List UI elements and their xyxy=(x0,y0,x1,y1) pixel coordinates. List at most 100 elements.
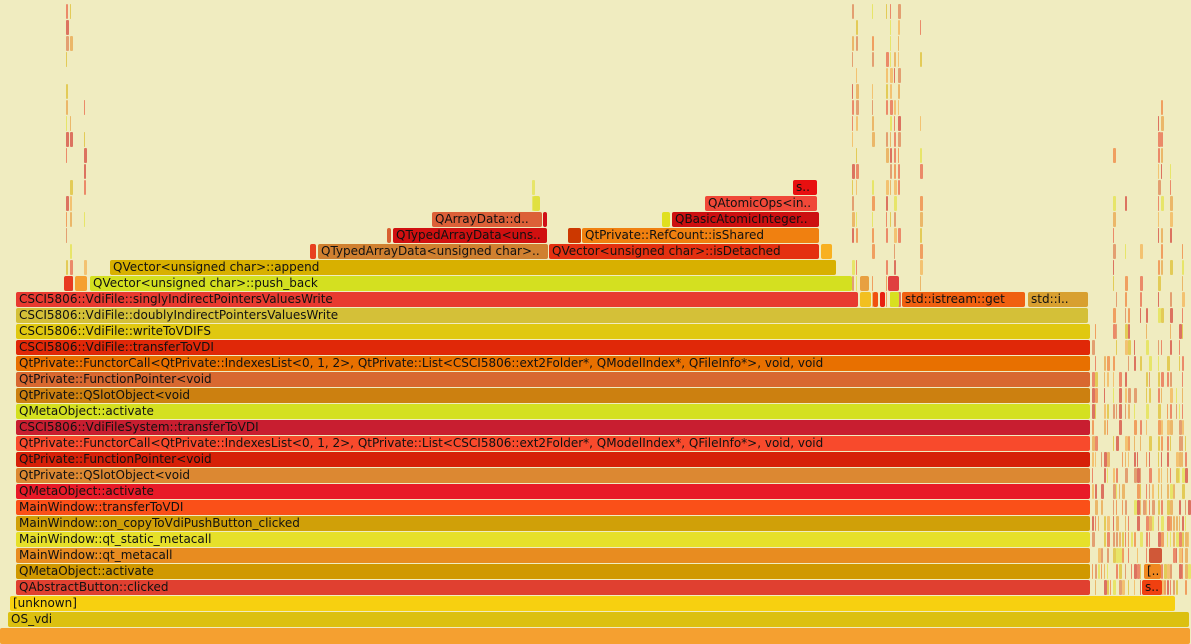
frame-sliver xyxy=(1170,436,1171,451)
frame[interactable]: [.. xyxy=(1144,564,1161,579)
frame[interactable]: QMetaObject::activate xyxy=(16,404,1090,419)
frame[interactable] xyxy=(890,292,899,307)
frame[interactable]: std::istream::get xyxy=(902,292,1025,307)
frame-sliver xyxy=(1158,532,1161,547)
frame-sliver xyxy=(1137,452,1138,467)
frame-sliver xyxy=(1134,436,1135,451)
frame[interactable] xyxy=(543,212,547,227)
frame-sliver xyxy=(1092,404,1095,419)
frame-sliver xyxy=(1113,244,1116,259)
frame-label: CSCI5806::VdiFile::doublyIndirectPointer… xyxy=(19,308,339,322)
frame-sliver xyxy=(1137,516,1140,531)
frame-sliver xyxy=(852,164,855,179)
frame[interactable]: QTypedArrayData<unsigned char>.. xyxy=(318,244,548,259)
frame-sliver xyxy=(1113,212,1116,227)
frame[interactable]: s.. xyxy=(793,180,817,195)
frame-sliver xyxy=(66,52,67,67)
frame[interactable]: CSCI5806::VdiFile::transferToVDI xyxy=(16,340,1090,355)
frame[interactable] xyxy=(821,244,832,259)
frame[interactable] xyxy=(64,276,73,291)
frame-sliver xyxy=(1113,356,1115,371)
frame-label: QtPrivate::QSlotObject<void xyxy=(19,388,191,402)
frame[interactable] xyxy=(860,276,869,291)
frame[interactable]: CSCI5806::VdiFile::singlyIndirectPointer… xyxy=(16,292,858,307)
frame[interactable]: QtPrivate::RefCount::isShared xyxy=(582,228,819,243)
frame[interactable]: QVector<unsigned char>::isDetached xyxy=(549,244,819,259)
frame[interactable]: QtPrivate::FunctionPointer<void xyxy=(16,372,1090,387)
frame-sliver xyxy=(1107,356,1110,371)
frame[interactable]: CSCI5806::VdiFile::doublyIndirectPointer… xyxy=(16,308,1088,323)
frame-sliver xyxy=(1104,420,1106,435)
frame[interactable]: QArrayData::d.. xyxy=(432,212,542,227)
frame[interactable] xyxy=(860,292,871,307)
frame[interactable]: CSCI5806::VdiFile::writeToVDIFS xyxy=(16,324,1090,339)
frame[interactable] xyxy=(662,212,670,227)
frame[interactable]: QAtomicOps<in.. xyxy=(705,196,817,211)
frame[interactable] xyxy=(1149,548,1162,563)
frame-sliver xyxy=(1176,532,1179,547)
frame-sliver xyxy=(1152,484,1154,499)
frame-sliver xyxy=(1125,388,1127,403)
frame[interactable]: MainWindow::qt_static_metacall xyxy=(16,532,1090,547)
frame-sliver xyxy=(84,260,87,275)
frame-label: QMetaObject::activate xyxy=(19,404,154,418)
frame-sliver xyxy=(1185,516,1186,531)
frame-sliver xyxy=(66,36,69,51)
frame-sliver xyxy=(1146,404,1149,419)
frame-sliver xyxy=(1161,196,1164,211)
frame-sliver xyxy=(1095,356,1096,371)
frame-sliver xyxy=(852,260,855,275)
frame[interactable]: QMetaObject::activate xyxy=(16,484,1090,499)
frame[interactable]: QtPrivate::FunctorCall<QtPrivate::Indexe… xyxy=(16,436,1090,451)
frame-sliver xyxy=(1113,516,1114,531)
frame-sliver xyxy=(1116,340,1117,355)
frame[interactable]: MainWindow::qt_metacall xyxy=(16,548,1090,563)
frame[interactable] xyxy=(568,228,581,243)
frame[interactable]: QtPrivate::QSlotObject<void xyxy=(16,468,1090,483)
frame-sliver xyxy=(1167,468,1168,483)
frame-sliver xyxy=(1095,564,1097,579)
frame-sliver xyxy=(894,116,895,131)
frame-sliver xyxy=(852,228,854,243)
frame[interactable] xyxy=(387,228,391,243)
frame[interactable]: QVector<unsigned char>::push_back xyxy=(90,276,852,291)
frame[interactable] xyxy=(888,276,899,291)
frame[interactable]: QTypedArrayData<uns.. xyxy=(393,228,547,243)
frame-sliver xyxy=(1116,404,1117,419)
frame[interactable] xyxy=(873,292,878,307)
frame-sliver xyxy=(1104,372,1105,387)
frame-sliver xyxy=(894,52,896,67)
frame[interactable] xyxy=(533,196,540,211)
frame[interactable]: QBasicAtomicInteger.. xyxy=(672,212,819,227)
frame[interactable]: QMetaObject::activate xyxy=(16,564,1090,579)
frame-sliver xyxy=(898,132,901,147)
frame[interactable] xyxy=(0,628,1190,644)
frame[interactable]: QtPrivate::QSlotObject<void xyxy=(16,388,1090,403)
frame[interactable]: QVector<unsigned char>::append xyxy=(110,260,836,275)
frame-sliver xyxy=(898,292,901,307)
frame-label: QBasicAtomicInteger.. xyxy=(675,212,808,226)
frame-sliver xyxy=(1107,580,1109,595)
frame[interactable]: QtPrivate::FunctorCall<QtPrivate::Indexe… xyxy=(16,356,1090,371)
frame[interactable]: std::i.. xyxy=(1028,292,1088,307)
frame-label: MainWindow::transferToVDI xyxy=(19,500,184,514)
frame-sliver xyxy=(1176,388,1177,403)
frame[interactable]: CSCI5806::VdiFileSystem::transferToVDI xyxy=(16,420,1090,435)
frame[interactable]: s.. xyxy=(1142,580,1162,595)
frame[interactable] xyxy=(310,244,316,259)
frame-sliver xyxy=(1182,532,1184,547)
frame-sliver xyxy=(1125,196,1127,211)
frame[interactable]: [unknown] xyxy=(10,596,1175,611)
frame[interactable]: OS_vdi xyxy=(8,612,1189,627)
frame[interactable] xyxy=(880,292,885,307)
frame-label: QtPrivate::FunctorCall<QtPrivate::Indexe… xyxy=(19,356,824,370)
frame[interactable]: MainWindow::transferToVDI xyxy=(16,500,1090,515)
frame[interactable]: QAbstractButton::clicked xyxy=(16,580,1090,595)
frame-sliver xyxy=(1095,516,1096,531)
frame[interactable]: QtPrivate::FunctionPointer<void xyxy=(16,452,1090,467)
frame-sliver xyxy=(1170,340,1172,355)
frame[interactable]: MainWindow::on_copyToVdiPushButton_click… xyxy=(16,516,1090,531)
frame-sliver xyxy=(1095,372,1098,387)
frame-sliver xyxy=(920,52,922,67)
frame[interactable] xyxy=(75,276,87,291)
